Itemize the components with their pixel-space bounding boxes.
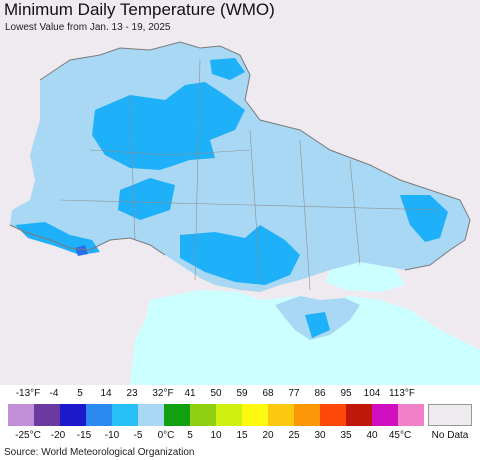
- black-sea: [130, 290, 480, 385]
- legend-c-label: 0°C: [157, 430, 175, 441]
- legend-swatch: [398, 404, 424, 426]
- sea-of-azov: [325, 262, 405, 292]
- legend-c-label: 30: [314, 430, 326, 441]
- legend-f-label: 95: [340, 388, 352, 399]
- country-border: [9, 41, 471, 271]
- legend-f-label: 104: [363, 388, 381, 399]
- legend-c-label: -20: [50, 430, 66, 441]
- cold-patch-crimea: [305, 312, 330, 338]
- legend-swatch: [320, 404, 346, 426]
- legend-f-label: 41: [184, 388, 196, 399]
- legend-swatch: [86, 404, 112, 426]
- legend-swatch: [190, 404, 216, 426]
- legend-swatch: [294, 404, 320, 426]
- legend-f-label: 23: [126, 388, 138, 399]
- legend-swatch: [346, 404, 372, 426]
- legend-f-label: 14: [100, 388, 112, 399]
- cold-patch-south: [180, 225, 300, 285]
- cold-patch-northwest: [210, 58, 245, 80]
- legend-c-label: -5: [133, 430, 143, 441]
- legend-swatch: [60, 404, 86, 426]
- map-subtitle: Lowest Value from Jan. 13 - 19, 2025: [5, 22, 171, 33]
- legend-swatch: [112, 404, 138, 426]
- cold-patch-center: [118, 178, 175, 220]
- legend-swatch: [268, 404, 294, 426]
- legend-c-label: -10: [104, 430, 120, 441]
- legend-f-label: 113°F: [388, 388, 416, 399]
- legend-c-label: 5: [187, 430, 193, 441]
- legend-swatch: [164, 404, 190, 426]
- legend-f-label: 5: [77, 388, 83, 399]
- legend-c-label: 25: [288, 430, 300, 441]
- oblast-borders: [59, 59, 441, 291]
- map-title: Minimum Daily Temperature (WMO): [4, 0, 275, 19]
- legend-c-label: -25°C: [15, 430, 41, 441]
- legend-c-label: 20: [262, 430, 274, 441]
- legend-swatch: [372, 404, 398, 426]
- legend-f-label: 50: [210, 388, 222, 399]
- legend-swatch: [8, 404, 34, 426]
- legend-swatch: [216, 404, 242, 426]
- legend-c-label: 35: [340, 430, 352, 441]
- cold-patch-southwest: [15, 222, 100, 255]
- legend-f-label: 59: [236, 388, 248, 399]
- legend-f-label: 68: [262, 388, 274, 399]
- legend-c-label: -15: [76, 430, 92, 441]
- source-credit: Source: World Meteorological Organizatio…: [4, 447, 195, 458]
- legend-f-label: 86: [314, 388, 326, 399]
- no-data-label: No Data: [431, 430, 469, 441]
- legend-f-label: 32°F: [152, 388, 174, 399]
- legend-swatch: [34, 404, 60, 426]
- temperature-map: [9, 41, 480, 385]
- legend-f-label: -13°F: [15, 388, 41, 399]
- map-area: Minimum Daily Temperature (WMO) Lowest V…: [0, 0, 480, 385]
- legend-swatch: [138, 404, 164, 426]
- legend-c-label: 10: [210, 430, 222, 441]
- legend-c-label: 40: [366, 430, 378, 441]
- legend-c-label: 45°C: [388, 430, 412, 441]
- legend-f-label: -4: [49, 388, 59, 399]
- no-data-swatch: [428, 404, 472, 426]
- legend-c-label: 15: [236, 430, 248, 441]
- legend-f-label: 77: [288, 388, 300, 399]
- cold-spot: [75, 245, 88, 256]
- cold-patch-east: [400, 195, 448, 242]
- legend-swatch: [242, 404, 268, 426]
